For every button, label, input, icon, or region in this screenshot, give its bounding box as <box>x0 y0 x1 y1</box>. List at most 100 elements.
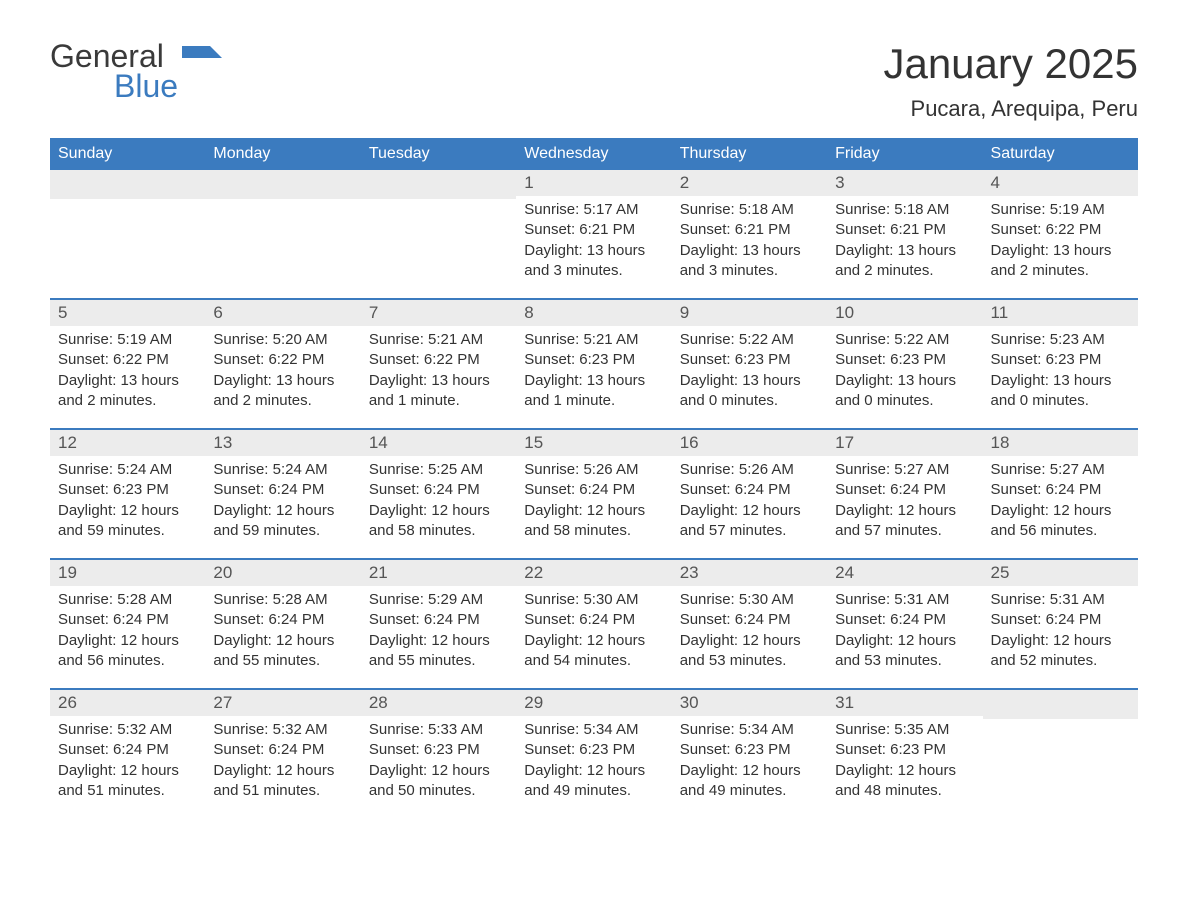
day-line-d2: and 48 minutes. <box>835 781 974 801</box>
day-line-d1: Daylight: 12 hours <box>991 501 1130 521</box>
day-details: Sunrise: 5:21 AMSunset: 6:23 PMDaylight:… <box>516 326 671 423</box>
day-line-d1: Daylight: 13 hours <box>680 241 819 261</box>
day-line-sr: Sunrise: 5:30 AM <box>680 590 819 610</box>
day-number: 17 <box>827 430 982 456</box>
day-line-d1: Daylight: 12 hours <box>680 761 819 781</box>
calendar-week: 1Sunrise: 5:17 AMSunset: 6:21 PMDaylight… <box>50 170 1138 298</box>
day-line-d2: and 49 minutes. <box>524 781 663 801</box>
day-number <box>361 170 516 199</box>
calendar-day: 2Sunrise: 5:18 AMSunset: 6:21 PMDaylight… <box>672 170 827 298</box>
day-number: 1 <box>516 170 671 196</box>
day-line-sr: Sunrise: 5:17 AM <box>524 200 663 220</box>
day-line-sr: Sunrise: 5:32 AM <box>213 720 352 740</box>
header: General Blue January 2025 Pucara, Arequi… <box>50 40 1138 122</box>
day-number: 12 <box>50 430 205 456</box>
calendar-day: 14Sunrise: 5:25 AMSunset: 6:24 PMDayligh… <box>361 430 516 558</box>
day-number: 31 <box>827 690 982 716</box>
calendar-day: 15Sunrise: 5:26 AMSunset: 6:24 PMDayligh… <box>516 430 671 558</box>
day-line-ss: Sunset: 6:24 PM <box>58 740 197 760</box>
weekday-header: Friday <box>827 138 982 170</box>
calendar-day: 12Sunrise: 5:24 AMSunset: 6:23 PMDayligh… <box>50 430 205 558</box>
day-line-ss: Sunset: 6:24 PM <box>524 480 663 500</box>
weekday-header: Saturday <box>983 138 1138 170</box>
day-line-d1: Daylight: 12 hours <box>680 501 819 521</box>
day-line-d2: and 54 minutes. <box>524 651 663 671</box>
day-details: Sunrise: 5:24 AMSunset: 6:24 PMDaylight:… <box>205 456 360 553</box>
day-line-d2: and 51 minutes. <box>58 781 197 801</box>
day-line-ss: Sunset: 6:23 PM <box>835 350 974 370</box>
day-line-ss: Sunset: 6:21 PM <box>835 220 974 240</box>
day-details: Sunrise: 5:22 AMSunset: 6:23 PMDaylight:… <box>827 326 982 423</box>
day-details: Sunrise: 5:26 AMSunset: 6:24 PMDaylight:… <box>672 456 827 553</box>
calendar-day: 6Sunrise: 5:20 AMSunset: 6:22 PMDaylight… <box>205 300 360 428</box>
day-line-d2: and 55 minutes. <box>213 651 352 671</box>
calendar-day: 27Sunrise: 5:32 AMSunset: 6:24 PMDayligh… <box>205 690 360 818</box>
day-line-d1: Daylight: 12 hours <box>213 501 352 521</box>
day-line-d2: and 49 minutes. <box>680 781 819 801</box>
day-number: 8 <box>516 300 671 326</box>
day-line-sr: Sunrise: 5:26 AM <box>524 460 663 480</box>
day-line-d1: Daylight: 12 hours <box>524 631 663 651</box>
logo-text: General Blue <box>50 40 178 102</box>
day-line-d2: and 50 minutes. <box>369 781 508 801</box>
calendar-day: 23Sunrise: 5:30 AMSunset: 6:24 PMDayligh… <box>672 560 827 688</box>
day-number: 18 <box>983 430 1138 456</box>
calendar-day: 22Sunrise: 5:30 AMSunset: 6:24 PMDayligh… <box>516 560 671 688</box>
weekday-header-row: SundayMondayTuesdayWednesdayThursdayFrid… <box>50 138 1138 170</box>
day-details: Sunrise: 5:30 AMSunset: 6:24 PMDaylight:… <box>516 586 671 683</box>
day-number: 19 <box>50 560 205 586</box>
day-number: 29 <box>516 690 671 716</box>
day-number <box>205 170 360 199</box>
day-number: 6 <box>205 300 360 326</box>
day-line-sr: Sunrise: 5:28 AM <box>58 590 197 610</box>
day-line-ss: Sunset: 6:23 PM <box>524 350 663 370</box>
day-line-d2: and 52 minutes. <box>991 651 1130 671</box>
calendar-day: 30Sunrise: 5:34 AMSunset: 6:23 PMDayligh… <box>672 690 827 818</box>
day-line-d1: Daylight: 12 hours <box>835 761 974 781</box>
day-details: Sunrise: 5:23 AMSunset: 6:23 PMDaylight:… <box>983 326 1138 423</box>
day-details: Sunrise: 5:18 AMSunset: 6:21 PMDaylight:… <box>672 196 827 293</box>
day-line-d2: and 57 minutes. <box>835 521 974 541</box>
day-number <box>50 170 205 199</box>
day-line-d1: Daylight: 12 hours <box>369 631 508 651</box>
day-line-ss: Sunset: 6:23 PM <box>524 740 663 760</box>
day-line-d2: and 56 minutes. <box>991 521 1130 541</box>
day-line-d2: and 59 minutes. <box>58 521 197 541</box>
calendar-day-empty <box>361 170 516 298</box>
day-line-d2: and 1 minute. <box>369 391 508 411</box>
calendar-day: 9Sunrise: 5:22 AMSunset: 6:23 PMDaylight… <box>672 300 827 428</box>
day-line-ss: Sunset: 6:24 PM <box>369 480 508 500</box>
day-line-sr: Sunrise: 5:27 AM <box>991 460 1130 480</box>
day-line-sr: Sunrise: 5:19 AM <box>58 330 197 350</box>
logo-flag-icon <box>182 46 222 70</box>
day-line-sr: Sunrise: 5:30 AM <box>524 590 663 610</box>
day-line-d1: Daylight: 13 hours <box>991 371 1130 391</box>
day-line-sr: Sunrise: 5:27 AM <box>835 460 974 480</box>
day-details: Sunrise: 5:21 AMSunset: 6:22 PMDaylight:… <box>361 326 516 423</box>
day-line-d2: and 57 minutes. <box>680 521 819 541</box>
calendar-day: 7Sunrise: 5:21 AMSunset: 6:22 PMDaylight… <box>361 300 516 428</box>
day-number: 3 <box>827 170 982 196</box>
day-line-sr: Sunrise: 5:28 AM <box>213 590 352 610</box>
calendar-day: 31Sunrise: 5:35 AMSunset: 6:23 PMDayligh… <box>827 690 982 818</box>
day-line-d1: Daylight: 12 hours <box>369 761 508 781</box>
day-details: Sunrise: 5:25 AMSunset: 6:24 PMDaylight:… <box>361 456 516 553</box>
calendar-day: 20Sunrise: 5:28 AMSunset: 6:24 PMDayligh… <box>205 560 360 688</box>
calendar-day: 10Sunrise: 5:22 AMSunset: 6:23 PMDayligh… <box>827 300 982 428</box>
day-line-ss: Sunset: 6:21 PM <box>680 220 819 240</box>
day-number <box>983 690 1138 719</box>
day-details: Sunrise: 5:22 AMSunset: 6:23 PMDaylight:… <box>672 326 827 423</box>
day-number: 28 <box>361 690 516 716</box>
day-line-d1: Daylight: 13 hours <box>369 371 508 391</box>
day-line-ss: Sunset: 6:23 PM <box>835 740 974 760</box>
day-line-ss: Sunset: 6:23 PM <box>369 740 508 760</box>
day-details: Sunrise: 5:20 AMSunset: 6:22 PMDaylight:… <box>205 326 360 423</box>
calendar-day: 1Sunrise: 5:17 AMSunset: 6:21 PMDaylight… <box>516 170 671 298</box>
day-number: 14 <box>361 430 516 456</box>
day-line-sr: Sunrise: 5:22 AM <box>680 330 819 350</box>
day-line-sr: Sunrise: 5:24 AM <box>58 460 197 480</box>
day-line-sr: Sunrise: 5:33 AM <box>369 720 508 740</box>
day-line-d1: Daylight: 13 hours <box>835 371 974 391</box>
day-line-ss: Sunset: 6:24 PM <box>991 610 1130 630</box>
day-number: 9 <box>672 300 827 326</box>
